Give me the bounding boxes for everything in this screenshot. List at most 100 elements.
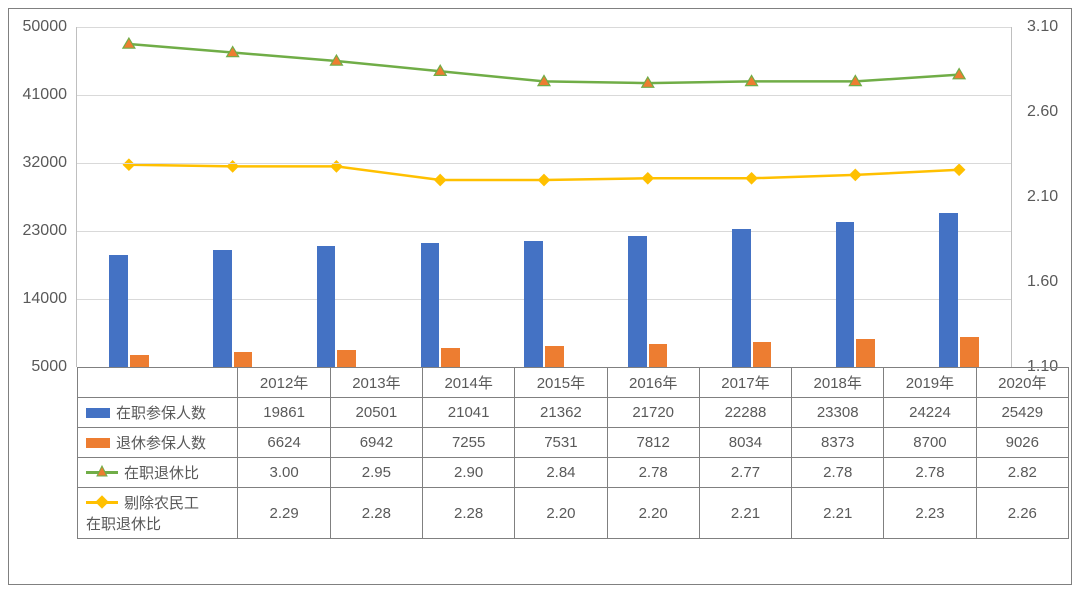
category-header: 2020年 xyxy=(976,368,1068,398)
legend-label-s1: 在职参保人数 xyxy=(116,405,206,422)
marker-s4 xyxy=(435,175,446,186)
value-cell-s4: 2.28 xyxy=(423,488,515,539)
value-cell-s4: 2.20 xyxy=(607,488,699,539)
value-cell-s1: 21362 xyxy=(515,398,607,428)
y-left-tick-label: 32000 xyxy=(7,154,67,172)
value-cell-s1: 20501 xyxy=(330,398,422,428)
value-cell-s2: 9026 xyxy=(976,428,1068,458)
value-cell-s1: 22288 xyxy=(699,398,791,428)
legend-label-s3: 在职退休比 xyxy=(124,465,199,482)
y-left-tick-label: 23000 xyxy=(7,222,67,240)
category-header: 2015年 xyxy=(515,368,607,398)
bar-s2 xyxy=(130,355,149,367)
legend-cell-s4: 剔除农民工在职退休比 xyxy=(78,488,238,539)
bar-s1 xyxy=(421,243,440,367)
value-cell-s1: 19861 xyxy=(238,398,330,428)
gridline xyxy=(77,95,1011,96)
value-cell-s3: 3.00 xyxy=(238,458,330,488)
bar-s2 xyxy=(441,348,460,367)
legend-cell-s2: 退休参保人数 xyxy=(78,428,238,458)
value-cell-s1: 21041 xyxy=(423,398,515,428)
legend-swatch-s1 xyxy=(86,408,110,418)
value-cell-s4: 2.28 xyxy=(330,488,422,539)
bar-s2 xyxy=(545,346,564,367)
bar-s1 xyxy=(317,246,336,367)
bar-s2 xyxy=(856,339,875,367)
category-header: 2013年 xyxy=(330,368,422,398)
legend-swatch-s3 xyxy=(86,471,118,474)
value-cell-s3: 2.84 xyxy=(515,458,607,488)
category-header: 2018年 xyxy=(792,368,884,398)
category-header: 2012年 xyxy=(238,368,330,398)
value-cell-s3: 2.95 xyxy=(330,458,422,488)
y-left-tick-label: 14000 xyxy=(7,290,67,308)
gridline xyxy=(77,163,1011,164)
bar-s1 xyxy=(213,250,232,367)
data-table: 2012年2013年2014年2015年2016年2017年2018年2019年… xyxy=(77,367,1069,539)
y-right-tick-label: 3.10 xyxy=(1027,18,1077,36)
marker-s4 xyxy=(123,159,134,170)
bar-s1 xyxy=(109,255,128,367)
value-cell-s2: 7255 xyxy=(423,428,515,458)
value-cell-s3: 2.90 xyxy=(423,458,515,488)
value-cell-s4: 2.20 xyxy=(515,488,607,539)
value-cell-s1: 21720 xyxy=(607,398,699,428)
value-cell-s4: 2.23 xyxy=(884,488,976,539)
bar-s1 xyxy=(524,241,543,367)
value-cell-s2: 6942 xyxy=(330,428,422,458)
gridline xyxy=(77,231,1011,232)
y-right-tick-label: 2.10 xyxy=(1027,188,1077,206)
value-cell-s2: 6624 xyxy=(238,428,330,458)
category-header: 2014年 xyxy=(423,368,515,398)
bar-s1 xyxy=(732,229,751,367)
plot-area xyxy=(77,27,1011,367)
value-cell-s3: 2.78 xyxy=(792,458,884,488)
bar-s2 xyxy=(960,337,979,367)
value-cell-s1: 24224 xyxy=(884,398,976,428)
y-right-tick-label: 1.60 xyxy=(1027,273,1077,291)
legend-cell-s3: 在职退休比 xyxy=(78,458,238,488)
bar-s1 xyxy=(939,213,958,367)
marker-s4 xyxy=(642,173,653,184)
y-left-tick-label: 41000 xyxy=(7,86,67,104)
y-right-tick-label: 2.60 xyxy=(1027,103,1077,121)
gridline xyxy=(77,27,1011,28)
bar-s1 xyxy=(836,222,855,367)
bar-s2 xyxy=(753,342,772,367)
value-cell-s2: 8700 xyxy=(884,428,976,458)
value-cell-s1: 25429 xyxy=(976,398,1068,428)
bar-s2 xyxy=(649,344,668,367)
value-cell-s4: 2.21 xyxy=(699,488,791,539)
marker-s4 xyxy=(539,175,550,186)
legend-label-s2: 退休参保人数 xyxy=(116,435,206,452)
y-left-tick-label: 50000 xyxy=(7,18,67,36)
value-cell-s4: 2.26 xyxy=(976,488,1068,539)
legend-swatch-s4 xyxy=(86,501,118,504)
chart-container: 5000 14000 23000 32000 41000 50000 1.101.602.… xyxy=(8,8,1072,585)
value-cell-s3: 2.82 xyxy=(976,458,1068,488)
value-cell-s4: 2.21 xyxy=(792,488,884,539)
value-cell-s3: 2.78 xyxy=(884,458,976,488)
legend-header-blank xyxy=(78,368,238,398)
y-axis-left: 50001400023000320004100050000 xyxy=(9,27,73,367)
marker-s4 xyxy=(954,164,965,175)
category-header: 2016年 xyxy=(607,368,699,398)
marker-s4 xyxy=(746,173,757,184)
value-cell-s1: 23308 xyxy=(792,398,884,428)
bar-s2 xyxy=(234,352,253,367)
y-left-tick-label: 5000 xyxy=(7,358,67,376)
legend-cell-s1: 在职参保人数 xyxy=(78,398,238,428)
value-cell-s4: 2.29 xyxy=(238,488,330,539)
value-cell-s2: 8373 xyxy=(792,428,884,458)
y-axis-right: 1.101.602.102.603.10 xyxy=(1017,27,1071,367)
value-cell-s2: 7812 xyxy=(607,428,699,458)
value-cell-s3: 2.77 xyxy=(699,458,791,488)
marker-s4 xyxy=(850,169,861,180)
category-header: 2019年 xyxy=(884,368,976,398)
legend-swatch-s2 xyxy=(86,438,110,448)
value-cell-s3: 2.78 xyxy=(607,458,699,488)
category-header: 2017年 xyxy=(699,368,791,398)
bar-s1 xyxy=(628,236,647,367)
bar-s2 xyxy=(337,350,356,367)
value-cell-s2: 7531 xyxy=(515,428,607,458)
